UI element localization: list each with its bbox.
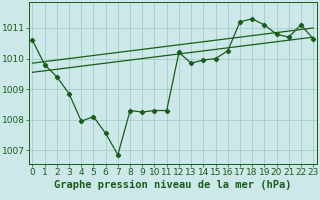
X-axis label: Graphe pression niveau de la mer (hPa): Graphe pression niveau de la mer (hPa) [54, 180, 292, 190]
